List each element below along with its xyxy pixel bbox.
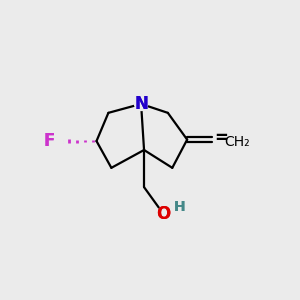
Text: N: N — [134, 95, 148, 113]
Circle shape — [52, 135, 64, 147]
Text: =: = — [214, 129, 228, 147]
Text: O: O — [156, 205, 170, 223]
Text: CH₂: CH₂ — [224, 135, 250, 149]
Text: O: O — [156, 205, 170, 223]
Text: F: F — [43, 132, 55, 150]
Text: F: F — [43, 132, 55, 150]
Text: H: H — [174, 200, 185, 214]
Text: H: H — [174, 200, 185, 214]
Text: N: N — [134, 95, 148, 113]
Circle shape — [134, 98, 148, 110]
Circle shape — [157, 207, 170, 220]
